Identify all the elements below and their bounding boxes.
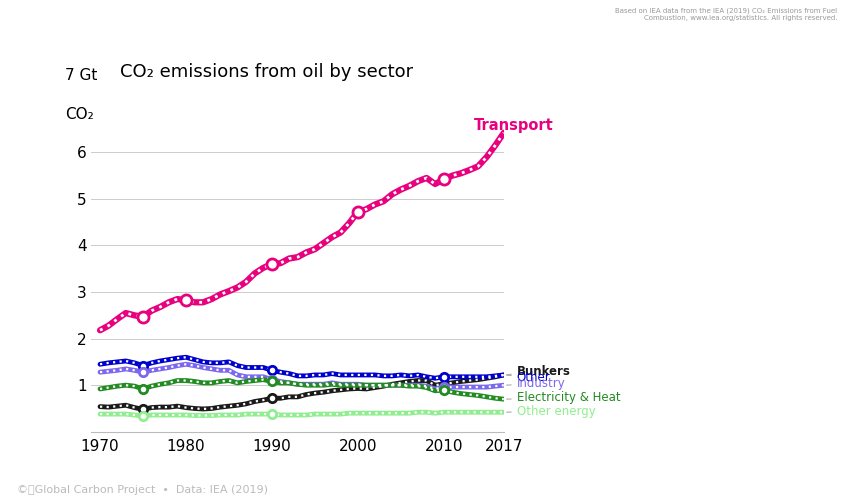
Text: CO₂: CO₂ xyxy=(64,107,93,122)
Text: Industry: Industry xyxy=(507,377,565,390)
Text: CO₂ emissions from oil by sector: CO₂ emissions from oil by sector xyxy=(120,64,414,81)
Text: Electricity & Heat: Electricity & Heat xyxy=(507,391,620,404)
Text: Based on IEA data from the IEA (2019) CO₂ Emissions from Fuel
Combustion, www.ie: Based on IEA data from the IEA (2019) CO… xyxy=(615,8,838,21)
Text: Transport: Transport xyxy=(474,118,553,133)
Text: Other energy: Other energy xyxy=(507,405,596,418)
Text: ©ⓘGlobal Carbon Project  •  Data: IEA (2019): ©ⓘGlobal Carbon Project • Data: IEA (201… xyxy=(17,485,268,495)
Text: 7 Gt: 7 Gt xyxy=(64,68,97,83)
Text: Other: Other xyxy=(507,371,551,384)
Text: Bunkers: Bunkers xyxy=(507,365,570,377)
